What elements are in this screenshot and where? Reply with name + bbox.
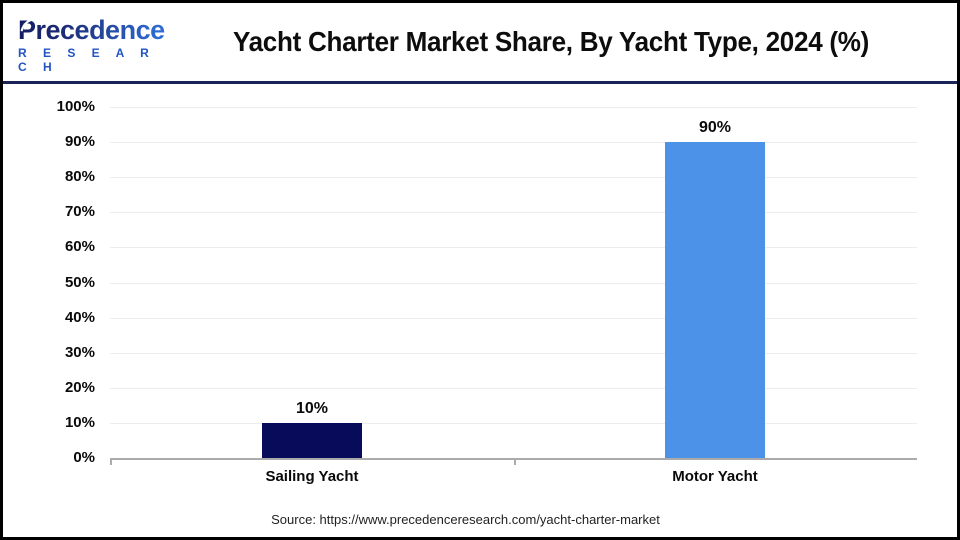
y-axis-label: 60% bbox=[64, 238, 95, 255]
y-axis-label: 20% bbox=[64, 379, 95, 396]
gridline bbox=[110, 283, 917, 284]
bar-motor-yacht bbox=[665, 142, 765, 458]
logo-wordmark: Precedence bbox=[18, 15, 165, 45]
gridline bbox=[110, 353, 917, 354]
y-axis-label: 30% bbox=[64, 344, 95, 361]
y-axis-label: 40% bbox=[64, 309, 95, 326]
axis-tick bbox=[110, 460, 112, 465]
gridline bbox=[110, 177, 917, 178]
y-axis-label: 100% bbox=[56, 98, 95, 115]
header-divider bbox=[3, 81, 957, 84]
gridline bbox=[110, 423, 917, 424]
title-container: Yacht Charter Market Share, By Yacht Typ… bbox=[153, 3, 949, 81]
logo-wordmark-row: Precedence bbox=[18, 14, 168, 46]
bar-value-label: 90% bbox=[698, 119, 732, 136]
bar-sailing-yacht bbox=[262, 423, 362, 458]
bar-value-label: 10% bbox=[295, 400, 329, 417]
y-axis-label: 80% bbox=[64, 168, 95, 185]
y-axis-label: 90% bbox=[64, 133, 95, 150]
precedence-research-logo: Precedence R E S E A R C H bbox=[18, 14, 168, 74]
gridline bbox=[110, 107, 917, 108]
y-axis-label: 70% bbox=[64, 203, 95, 220]
axis-tick bbox=[514, 460, 516, 465]
gridline bbox=[110, 212, 917, 213]
logo-subtitle: R E S E A R C H bbox=[18, 46, 156, 74]
gridline bbox=[110, 247, 917, 248]
source-text: Source: https://www.precedenceresearch.c… bbox=[271, 512, 660, 527]
x-axis-line bbox=[110, 458, 917, 460]
gridline bbox=[110, 388, 917, 389]
category-label: Sailing Yacht bbox=[265, 468, 359, 485]
header: Precedence R E S E A R C H Yacht Charter… bbox=[3, 3, 957, 81]
gridline bbox=[110, 142, 917, 143]
gridline bbox=[110, 318, 917, 319]
category-label: Motor Yacht bbox=[672, 468, 758, 485]
y-axis-label: 0% bbox=[73, 449, 95, 466]
y-axis-label: 10% bbox=[64, 414, 95, 431]
y-axis-label: 50% bbox=[64, 274, 95, 291]
chart-title: Yacht Charter Market Share, By Yacht Typ… bbox=[232, 26, 870, 57]
